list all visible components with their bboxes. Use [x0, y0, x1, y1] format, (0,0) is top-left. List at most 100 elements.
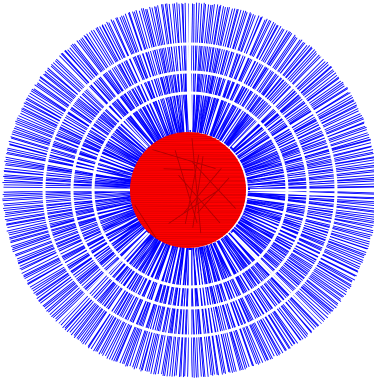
radial-line [226, 41, 304, 146]
radial-line [199, 6, 221, 133]
radial-line [15, 208, 136, 256]
radial-line [50, 65, 147, 153]
radial-line [26, 97, 139, 164]
radial-line [192, 2, 200, 133]
radial-line [102, 241, 164, 356]
radial-line [15, 210, 136, 257]
radial-line [246, 157, 374, 179]
center-chord [132, 205, 244, 208]
radial-line [203, 246, 235, 373]
radial-line [244, 134, 370, 172]
radial-line [38, 79, 143, 157]
radial-line [232, 228, 329, 315]
radial-line [238, 221, 347, 293]
radial-line [226, 234, 306, 339]
radial-line [39, 76, 146, 154]
radial-line [243, 212, 360, 270]
radial-line [80, 38, 156, 144]
radial-line [77, 237, 158, 340]
radial-line [173, 247, 188, 377]
radial-line [210, 243, 257, 365]
radial-line [5, 156, 133, 182]
radial-line [209, 244, 253, 367]
radial-line [243, 210, 363, 263]
radial-line [7, 147, 134, 177]
radial-line [19, 214, 138, 267]
radial-line [111, 242, 168, 361]
radial-line [232, 229, 326, 321]
radial-line [217, 24, 278, 140]
radial-line [245, 204, 373, 236]
center-chord [130, 183, 246, 185]
radial-line [48, 226, 146, 313]
radial-line [82, 238, 159, 345]
radial-line [204, 10, 247, 135]
center-chord [131, 204, 245, 206]
radial-line [227, 49, 316, 147]
radial-line [237, 88, 349, 158]
radial-line [112, 20, 165, 139]
radial-line [193, 2, 205, 133]
radial-line [169, 247, 185, 377]
radial-line [247, 178, 374, 186]
radial-line [247, 198, 374, 216]
radial-line [133, 11, 172, 136]
radial-line [243, 122, 365, 169]
center-chord [131, 174, 245, 177]
center-chord [139, 220, 237, 222]
radial-line [3, 175, 133, 186]
radial-line [124, 13, 169, 137]
radial-line [240, 102, 357, 163]
center-chord [153, 143, 223, 145]
crossing-chord [183, 168, 222, 214]
radial-line [247, 192, 374, 200]
radial-line [233, 227, 331, 314]
radial-line [128, 11, 171, 136]
radial-line [218, 29, 285, 141]
radial-line [3, 196, 133, 211]
radial-line [236, 224, 342, 302]
radial-line [201, 8, 233, 134]
radial-line [193, 2, 198, 133]
radial-line [24, 218, 140, 279]
radial-line [213, 242, 272, 360]
radial-line [182, 247, 190, 378]
radial-line [236, 223, 343, 298]
radial-line [235, 224, 338, 306]
radial-line [216, 28, 284, 140]
radial-line [240, 217, 353, 282]
radial-line [148, 246, 179, 372]
crossing-chord [174, 150, 198, 224]
center-chord [144, 226, 232, 229]
radial-line [161, 247, 184, 375]
radial-line [9, 143, 134, 179]
radial-line [236, 81, 344, 157]
radial-line [247, 192, 374, 206]
radial-line [70, 234, 154, 336]
radial-line [218, 240, 286, 352]
radial-line [90, 239, 161, 350]
radial-line [217, 240, 275, 357]
radial-line [43, 73, 144, 156]
center-chord [142, 153, 234, 156]
radial-line [95, 239, 162, 352]
radial-line [215, 25, 279, 139]
radial-line [245, 204, 371, 240]
radial-line [19, 214, 138, 270]
radial-line [36, 221, 142, 299]
radial-line [67, 49, 154, 146]
radial-line [226, 47, 313, 146]
radial-line [78, 39, 156, 144]
radial-line [105, 242, 166, 357]
radial-line [244, 125, 366, 171]
radial-line [223, 42, 306, 144]
radial-line [225, 39, 303, 145]
radial-line [224, 236, 301, 341]
center-chord [163, 136, 213, 138]
radial-line [204, 9, 242, 135]
radial-line [87, 239, 161, 347]
crossing-chord [184, 154, 200, 225]
radial-line [4, 174, 133, 185]
radial-line [4, 199, 133, 221]
grid-spoke [231, 231, 326, 326]
